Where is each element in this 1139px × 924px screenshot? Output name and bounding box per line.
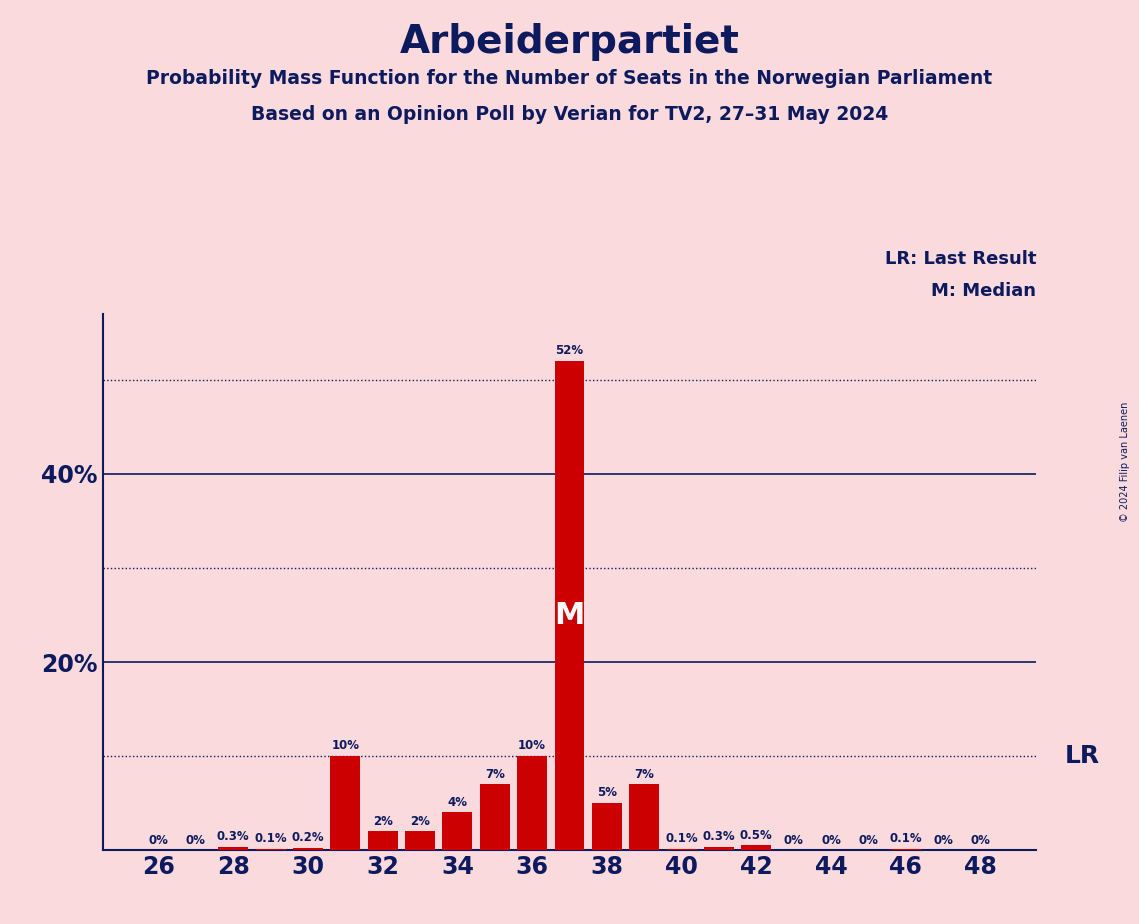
Text: 0.5%: 0.5% — [740, 829, 772, 842]
Text: 0%: 0% — [148, 834, 169, 847]
Bar — [517, 756, 547, 850]
Text: 4%: 4% — [448, 796, 467, 808]
Bar — [219, 847, 248, 850]
Text: 0.3%: 0.3% — [703, 831, 736, 844]
Text: 0.3%: 0.3% — [216, 831, 249, 844]
Text: M: M — [555, 601, 584, 629]
Text: 52%: 52% — [556, 345, 583, 358]
Text: 2%: 2% — [410, 815, 431, 828]
Bar — [555, 361, 584, 850]
Text: M: Median: M: Median — [932, 283, 1036, 300]
Bar — [330, 756, 360, 850]
Text: Arbeiderpartiet: Arbeiderpartiet — [400, 23, 739, 61]
Text: 0%: 0% — [970, 834, 991, 847]
Bar — [592, 803, 622, 850]
Text: 0%: 0% — [821, 834, 841, 847]
Text: 10%: 10% — [518, 739, 546, 752]
Text: 0%: 0% — [859, 834, 878, 847]
Bar — [741, 845, 771, 850]
Text: 2%: 2% — [372, 815, 393, 828]
Text: 0%: 0% — [784, 834, 804, 847]
Text: LR: LR — [1065, 744, 1099, 768]
Text: LR: Last Result: LR: Last Result — [885, 250, 1036, 268]
Bar — [293, 848, 323, 850]
Text: © 2024 Filip van Laenen: © 2024 Filip van Laenen — [1121, 402, 1130, 522]
Text: 0.2%: 0.2% — [292, 832, 325, 845]
Bar — [891, 849, 920, 850]
Text: 10%: 10% — [331, 739, 359, 752]
Text: Probability Mass Function for the Number of Seats in the Norwegian Parliament: Probability Mass Function for the Number… — [147, 69, 992, 89]
Bar — [405, 832, 435, 850]
Text: 0.1%: 0.1% — [254, 833, 287, 845]
Text: 0.1%: 0.1% — [890, 833, 923, 845]
Text: 7%: 7% — [485, 768, 505, 781]
Bar — [255, 849, 286, 850]
Bar — [480, 784, 510, 850]
Text: 5%: 5% — [597, 786, 617, 799]
Text: Based on an Opinion Poll by Verian for TV2, 27–31 May 2024: Based on an Opinion Poll by Verian for T… — [251, 105, 888, 125]
Bar — [629, 784, 659, 850]
Bar — [442, 812, 473, 850]
Text: 0%: 0% — [933, 834, 953, 847]
Text: 0%: 0% — [186, 834, 206, 847]
Text: 7%: 7% — [634, 768, 654, 781]
Bar — [704, 847, 734, 850]
Text: 0.1%: 0.1% — [665, 833, 698, 845]
Bar — [368, 832, 398, 850]
Bar — [666, 849, 697, 850]
